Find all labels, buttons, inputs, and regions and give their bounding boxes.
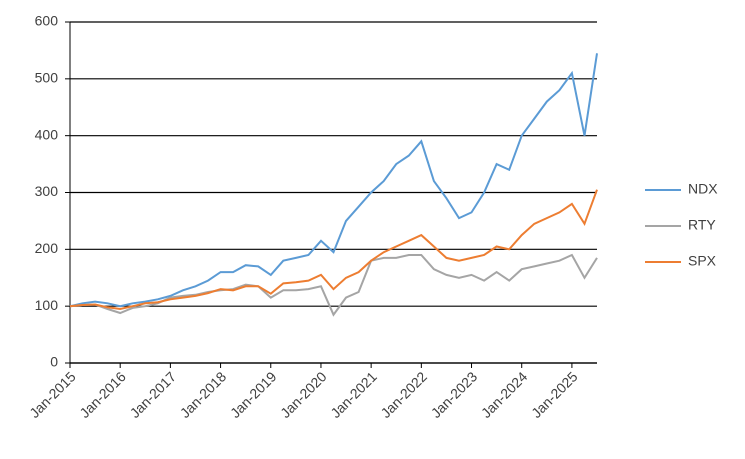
series-line [69,189,598,311]
series-line [69,53,598,308]
x-tick-label: Jan-2022 [377,368,430,421]
legend-label: NDX [688,181,718,197]
x-tick-label: Jan-2021 [327,368,380,421]
x-tick-label: Jan-2017 [127,368,180,421]
x-tick-label: Jan-2018 [177,368,230,421]
y-tick-label: 500 [35,70,59,86]
x-tick-label: Jan-2023 [428,368,481,421]
x-tick-label: Jan-2016 [76,368,129,421]
legend-label: RTY [688,217,716,233]
y-tick-label: 0 [50,354,58,370]
x-tick-label: Jan-2015 [26,368,79,421]
y-tick-label: 300 [35,183,59,199]
x-tick-label: Jan-2020 [277,368,330,421]
series-line [69,253,598,317]
x-tick-label: Jan-2025 [528,368,581,421]
x-tick-label: Jan-2019 [227,368,280,421]
y-tick-label: 200 [35,240,59,256]
legend-label: SPX [688,253,717,269]
y-tick-label: 600 [35,13,59,29]
x-tick-label: Jan-2024 [478,368,531,421]
y-tick-label: 100 [35,297,59,313]
y-tick-label: 400 [35,126,59,142]
